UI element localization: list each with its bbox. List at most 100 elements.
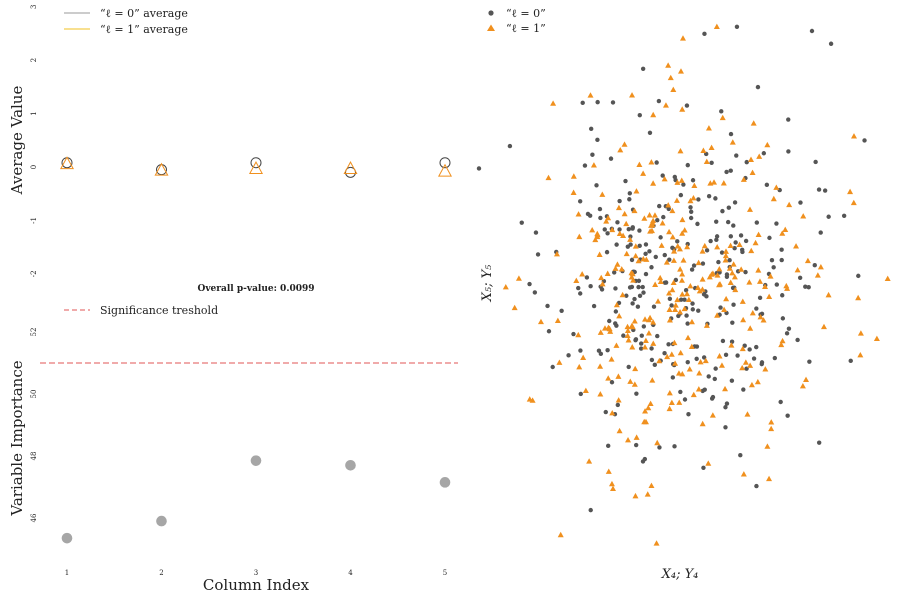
scatter-point-l0: [610, 100, 616, 105]
scatter-point-l0: [812, 263, 817, 268]
scatter-point-l0: [848, 358, 853, 364]
scatter-point-l1: [783, 282, 790, 289]
scatter-point-l1: [641, 215, 648, 221]
scatter-point-l0: [634, 391, 639, 396]
scatter-point-l1: [703, 322, 710, 328]
scatter-point-l1: [665, 202, 672, 208]
scatter-point-l1: [597, 391, 604, 397]
scatter-point-l1: [620, 232, 627, 239]
scatter-point-l1: [666, 317, 673, 323]
scatter-point-l1: [621, 210, 628, 217]
scatter-point-l1: [575, 331, 582, 338]
scatter-point-l1: [747, 325, 754, 331]
scatter-point-l1: [884, 275, 891, 281]
avg-triangle-l1: [343, 161, 358, 174]
scatter-point-l0: [615, 220, 620, 225]
scatter-point-l1: [750, 120, 757, 126]
y-axis-label-scatter: X₅; Y₅: [480, 264, 495, 303]
scatter-point-l0: [718, 305, 723, 310]
scatter-point-l0: [603, 409, 608, 415]
scatter-point-l1: [677, 68, 684, 74]
scatter-point-l1: [677, 308, 684, 315]
scatter-point-l1: [748, 156, 755, 162]
legend-threshold-label: Significance treshold: [100, 304, 218, 317]
scatter-point-l0: [761, 151, 767, 156]
scatter-point-l1: [631, 318, 638, 324]
scatter-point-l0: [533, 230, 539, 235]
scatter-point-l1: [640, 255, 647, 262]
scatter-point-l1: [799, 382, 806, 389]
scatter-point-l1: [648, 227, 655, 234]
scatter-point-l0: [797, 275, 803, 280]
scatter-point-l1: [632, 252, 639, 259]
scatter-point-l1: [633, 434, 640, 440]
scatter-point-l0: [731, 302, 736, 307]
scatter-point-l0: [640, 284, 645, 290]
y-tick-label: -2: [30, 270, 38, 277]
scatter-point-l0: [614, 323, 619, 328]
scatter-point-l1: [825, 291, 832, 298]
scatter-point-l0: [652, 362, 658, 368]
scatter-point-l0: [688, 205, 693, 210]
scatter-point-l0: [635, 304, 641, 309]
scatter-point-l0: [612, 270, 617, 275]
scatter-point-l0: [638, 346, 644, 351]
scatter-point-l0: [822, 188, 828, 193]
scatter-point-l0: [738, 453, 743, 458]
scatter-point-l0: [683, 288, 689, 293]
x-tick-label: 3: [254, 569, 258, 577]
scatter-point-l1: [605, 375, 612, 381]
scatter-point-l0: [841, 213, 847, 218]
scatter-point-l0: [656, 98, 662, 104]
scatter-point-l0: [607, 318, 612, 324]
scatter-point-l1: [728, 342, 735, 348]
scatter-point-l1: [709, 412, 716, 418]
scatter-point-l0: [662, 351, 667, 356]
scatter-point-l0: [719, 250, 725, 255]
scatter-point-l0: [655, 333, 660, 339]
scatter-point-l1: [739, 298, 746, 304]
scatter-point-l0: [598, 215, 603, 221]
scatter-point-l0: [720, 208, 725, 214]
scatter-point-l0: [591, 303, 597, 309]
scatter-point-l0: [519, 220, 524, 225]
scatter-point-l0: [728, 168, 733, 173]
y-tick-label: -1: [30, 217, 38, 224]
scatter-point-l0: [672, 444, 677, 449]
scatter-point-l1: [814, 272, 821, 278]
scatter-point-l1: [667, 74, 674, 81]
scatter-point-l0: [695, 221, 700, 227]
scatter-point-l1: [820, 323, 827, 330]
scatter-point-l0: [584, 275, 590, 280]
scatter-point-l1: [645, 404, 652, 411]
scatter-point-l1: [729, 139, 736, 145]
scatter-point-l1: [679, 291, 686, 297]
scatter-point-l1: [515, 275, 522, 281]
scatter-point-l0: [578, 348, 583, 353]
scatter-point-l0: [643, 242, 649, 247]
scatter-point-l0: [598, 351, 604, 357]
scatter-point-l1: [573, 277, 580, 284]
scatter-point-l1: [627, 378, 634, 384]
scatter-point-l1: [556, 359, 563, 365]
average-value-panel: “ℓ = 0” average “ℓ = 1” average Average …: [8, 5, 453, 277]
scatter-point-l1: [748, 381, 755, 388]
scatter-point-l1: [502, 284, 509, 290]
scatter-point-l0: [535, 252, 541, 257]
legend-label-scatter-l1: “ℓ = 1”: [506, 22, 546, 35]
scatter-point-l0: [700, 261, 706, 266]
legend-label-l0: “ℓ = 0” average: [100, 7, 188, 20]
scatter-point-l1: [529, 397, 536, 403]
scatter-point-l1: [804, 257, 811, 264]
scatter-point-l1: [699, 248, 706, 254]
scatter-point-l1: [650, 111, 657, 118]
scatter-point-l0: [743, 238, 749, 244]
scatter-point-l1: [857, 352, 864, 358]
scatter-point-l1: [659, 220, 666, 226]
scatter-point-l0: [747, 347, 752, 352]
scatter-point-l1: [641, 344, 648, 350]
scatter-point-l1: [650, 319, 657, 325]
scatter-point-l1: [570, 189, 577, 195]
scatter-point-l0: [653, 254, 658, 260]
scatter-point-l0: [587, 213, 593, 218]
